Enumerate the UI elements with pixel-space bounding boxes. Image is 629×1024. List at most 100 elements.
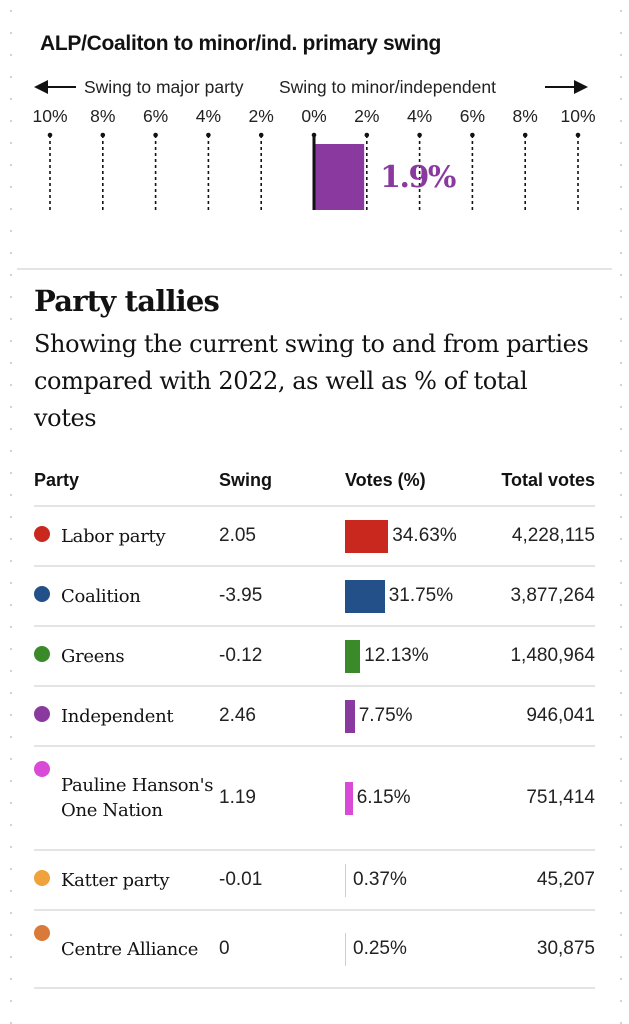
party-name: Centre Alliance bbox=[61, 938, 199, 960]
tick-label: 0% bbox=[301, 106, 326, 126]
left-direction-label: Swing to major party bbox=[84, 77, 244, 97]
tick-dot bbox=[47, 132, 53, 138]
tick-dot bbox=[364, 132, 370, 138]
party-tallies-table: Party Swing Votes (%) Total votes Labor … bbox=[34, 455, 595, 989]
tick-label: 8% bbox=[513, 106, 538, 126]
table-row: Greens -0.12 12.13% 1,480,964 bbox=[34, 626, 595, 687]
tick-label: 6% bbox=[460, 106, 485, 126]
swing-chart: Swing to major party Swing to minor/inde… bbox=[32, 77, 596, 210]
tick-dot bbox=[470, 132, 475, 138]
party-cell: Pauline Hanson's One Nation bbox=[34, 746, 219, 851]
swing-bar bbox=[315, 144, 365, 210]
votes-bar bbox=[345, 932, 346, 966]
votes-percent: 31.75% bbox=[388, 585, 454, 606]
table-row: Katter party -0.01 0.37% 45,207 bbox=[34, 850, 595, 911]
party-cell: Greens bbox=[34, 626, 219, 687]
votes-cell: 6.15% bbox=[345, 746, 470, 851]
right-direction-label: Swing to minor/independent bbox=[279, 77, 496, 97]
votes-percent: 0.37% bbox=[353, 869, 407, 890]
table-row: Independent 2.46 7.75% 946,041 bbox=[34, 686, 595, 747]
votes-bar bbox=[345, 639, 361, 673]
party-cell: Centre Alliance bbox=[34, 910, 219, 989]
swing-value: 0 bbox=[219, 910, 345, 989]
total-votes: 45,207 bbox=[470, 850, 595, 911]
party-cell: Katter party bbox=[34, 850, 219, 911]
left-dotted-border bbox=[10, 0, 12, 1024]
table-header-row: Party Swing Votes (%) Total votes bbox=[34, 455, 595, 507]
tick-label: 8% bbox=[90, 106, 115, 126]
party-color-dot-icon bbox=[34, 925, 50, 941]
table-row: Coalition -3.95 31.75% 3,877,264 bbox=[34, 566, 595, 627]
party-name: Coalition bbox=[61, 585, 141, 607]
table-row: Pauline Hanson's One Nation 1.19 6.15% 7… bbox=[34, 746, 595, 851]
votes-bar bbox=[345, 579, 385, 613]
swing-value: 2.05 bbox=[219, 506, 345, 567]
total-votes: 946,041 bbox=[470, 686, 595, 747]
party-name: Katter party bbox=[61, 869, 170, 891]
tick-dot bbox=[153, 132, 158, 138]
header-swing: Swing bbox=[219, 455, 345, 507]
tick-label: 4% bbox=[196, 106, 221, 126]
party-color-dot-icon bbox=[34, 761, 50, 777]
party-cell: Independent bbox=[34, 686, 219, 747]
votes-cell: 7.75% bbox=[345, 686, 470, 747]
tick-label: 2% bbox=[354, 106, 379, 126]
total-votes: 751,414 bbox=[470, 746, 595, 851]
votes-percent: 12.13% bbox=[364, 645, 429, 666]
tick-label: 10% bbox=[32, 106, 67, 126]
left-arrow-icon bbox=[34, 80, 48, 94]
total-votes: 30,875 bbox=[470, 910, 595, 989]
right-arrow-icon bbox=[574, 80, 588, 94]
total-votes: 4,228,115 bbox=[470, 506, 595, 567]
tick-dot bbox=[100, 132, 106, 138]
votes-cell: 0.37% bbox=[345, 850, 470, 911]
swing-value: -0.01 bbox=[219, 850, 345, 911]
swing-value: -0.12 bbox=[219, 626, 345, 687]
votes-bar bbox=[345, 519, 389, 553]
tick-dot bbox=[522, 132, 528, 138]
tick-dot bbox=[575, 132, 581, 138]
party-cell: Labor party bbox=[34, 506, 219, 567]
votes-percent: 6.15% bbox=[356, 787, 411, 808]
total-votes: 1,480,964 bbox=[470, 626, 595, 687]
tick-label: 2% bbox=[249, 106, 274, 126]
header-party: Party bbox=[34, 455, 219, 507]
right-dotted-border bbox=[620, 0, 622, 1024]
votes-percent: 34.63% bbox=[392, 525, 457, 546]
total-votes: 3,877,264 bbox=[470, 566, 595, 627]
party-name: Labor party bbox=[61, 525, 166, 547]
tallies-title: Party tallies bbox=[34, 284, 220, 318]
tick-label: 6% bbox=[143, 106, 168, 126]
party-color-dot-icon bbox=[34, 706, 50, 722]
tick-label: 4% bbox=[407, 106, 432, 126]
votes-cell: 34.63% bbox=[345, 506, 470, 567]
table-row: Labor party 2.05 34.63% 4,228,115 bbox=[34, 506, 595, 567]
tallies-subtitle: Showing the current swing to and from pa… bbox=[34, 330, 589, 432]
swing-value-label: 1.9% bbox=[380, 160, 456, 195]
votes-cell: 12.13% bbox=[345, 626, 470, 687]
votes-bar bbox=[345, 781, 353, 815]
party-color-dot-icon bbox=[34, 870, 50, 886]
votes-percent: 7.75% bbox=[358, 705, 413, 726]
header-total-votes: Total votes bbox=[470, 455, 595, 507]
swing-chart-title: ALP/Coaliton to minor/ind. primary swing bbox=[40, 32, 442, 55]
party-color-dot-icon bbox=[34, 586, 50, 602]
swing-value: 2.46 bbox=[219, 686, 345, 747]
party-color-dot-icon bbox=[34, 526, 50, 542]
section-divider bbox=[17, 268, 612, 270]
votes-cell: 0.25% bbox=[345, 910, 470, 989]
party-name: Pauline Hanson's One Nation bbox=[61, 775, 214, 821]
party-name: Independent bbox=[61, 705, 174, 727]
votes-bar bbox=[345, 863, 346, 897]
swing-value: -3.95 bbox=[219, 566, 345, 627]
tick-dot bbox=[258, 132, 264, 138]
party-cell: Coalition bbox=[34, 566, 219, 627]
direction-labels: Swing to major party Swing to minor/inde… bbox=[34, 77, 588, 97]
tick-dot bbox=[206, 132, 211, 138]
header-votes: Votes (%) bbox=[345, 455, 470, 507]
votes-cell: 31.75% bbox=[345, 566, 470, 627]
swing-value: 1.19 bbox=[219, 746, 345, 851]
table-row: Centre Alliance 0 0.25% 30,875 bbox=[34, 910, 595, 989]
tick-dot bbox=[417, 132, 422, 138]
votes-percent: 0.25% bbox=[353, 938, 407, 959]
